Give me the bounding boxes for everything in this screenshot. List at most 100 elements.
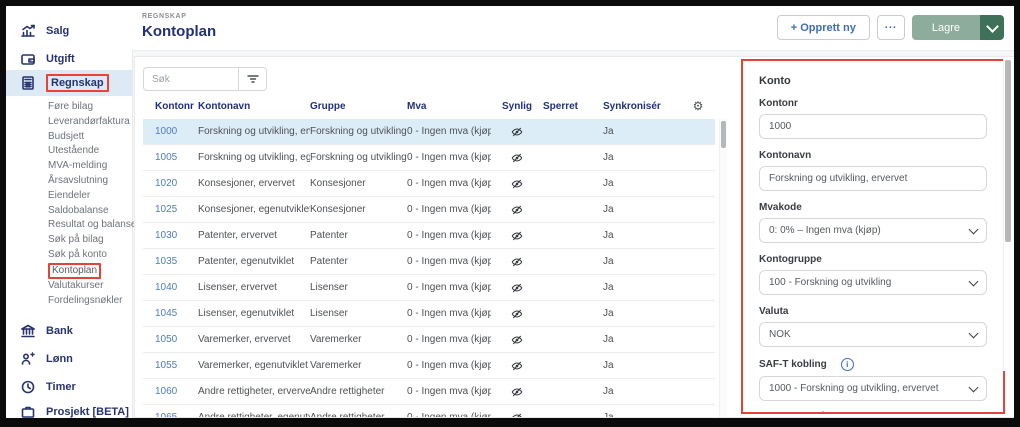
sidebar-subitem-valutakurser[interactable]: Valutakurser [48, 279, 104, 291]
sidebar-subitem-utest-ende[interactable]: Utestående [48, 145, 100, 157]
visibility-cell[interactable] [491, 204, 543, 216]
save-button[interactable]: Lagre [911, 15, 980, 40]
table-row[interactable]: 1005 Forskning og utvikling, egenuForskni… [143, 145, 715, 171]
sidebar-item-regnskap[interactable]: Regnskap [6, 70, 132, 96]
synchronized-cell: Ja [603, 230, 614, 241]
visibility-cell[interactable] [491, 230, 543, 242]
sidebar-item-label: Regnskap [46, 74, 109, 92]
eye-off-icon [511, 178, 523, 189]
select-kontogruppe[interactable]: 100 - Forskning og utvikling [759, 270, 987, 295]
account-name-cell: Patenter, ervervet [198, 230, 277, 241]
synchronized-cell: Ja [603, 152, 614, 163]
sidebar-subitem-fordelingsn-kler[interactable]: Fordelingsnøkler [48, 294, 123, 306]
sidebar-item-prosjekt[interactable]: Prosjekt [BETA] [6, 399, 132, 418]
filter-button[interactable] [238, 67, 267, 91]
info-icon[interactable]: i [840, 358, 854, 371]
accounts-table: Kontonr Kontonavn Gruppe Mva Synlig Sper… [143, 97, 715, 417]
search-input[interactable] [143, 67, 238, 91]
sidebar-subitem--rsavslutning[interactable]: Årsavslutning [48, 174, 109, 186]
account-number-link[interactable]: 1005 [155, 152, 178, 163]
select-valuta[interactable]: NOK [759, 322, 987, 347]
vat-cell: 0 - Ingen mva (kjøp) [407, 204, 491, 215]
table-row[interactable]: 1060 Andre rettigheter, ervervet Andre ret… [143, 379, 715, 405]
more-options-button[interactable]: ... [876, 15, 905, 40]
sidebar-item-utgift[interactable]: Utgift [6, 46, 132, 72]
app-window: Salg Utgift Regnskap Føre bilag Leverandø… [6, 6, 1014, 418]
sidebar-item-lonn[interactable]: Lønn [6, 346, 132, 372]
account-number-link[interactable]: 1020 [155, 178, 178, 189]
account-number-link[interactable]: 1060 [155, 386, 178, 397]
table-row[interactable]: 1035 Patenter, egenutviklet Patenter 0 - In… [143, 249, 715, 275]
visibility-cell[interactable] [491, 334, 543, 346]
table-row[interactable]: 1020 Konsesjoner, ervervet Konsesjoner 0 - … [143, 171, 715, 197]
column-header-gruppe[interactable]: Gruppe [310, 100, 346, 112]
visibility-cell[interactable] [491, 256, 543, 268]
sidebar-subitem-resultat-og-balanse[interactable]: Resultat og balanse [48, 219, 137, 231]
table-scrollbar-thumb[interactable] [721, 121, 726, 148]
vat-cell: 0 - Ingen mva (kjøp) [407, 386, 491, 397]
input-kontonr[interactable]: 1000 [759, 114, 987, 139]
visibility-cell[interactable] [491, 308, 543, 320]
sidebar-subitem-budsjett[interactable]: Budsjett [48, 130, 85, 142]
sidebar-item-label: Prosjekt [BETA] [46, 406, 129, 418]
sidebar-subitem-f-re-bilag[interactable]: Føre bilag [48, 101, 94, 112]
visibility-cell[interactable] [491, 178, 543, 190]
table-row[interactable]: 1045 Lisenser, egenutviklet Lisenser 0 - In… [143, 301, 715, 327]
table-scrollbar[interactable] [719, 119, 727, 417]
account-number-link[interactable]: 1030 [155, 230, 178, 241]
visibility-cell[interactable] [491, 360, 543, 372]
account-number-link[interactable]: 1035 [155, 256, 178, 267]
account-number-link[interactable]: 1050 [155, 334, 178, 345]
visibility-cell[interactable] [491, 386, 543, 398]
field-value: NOK [769, 329, 791, 340]
field-label-text: Valuta [759, 306, 789, 317]
account-number-link[interactable]: 1000 [155, 126, 178, 137]
sidebar-subitem-s-k-p-konto[interactable]: Søk på konto [48, 248, 107, 260]
visibility-cell[interactable] [491, 282, 543, 294]
table-settings-button[interactable]: ⚙ [685, 99, 711, 113]
select-mvakode[interactable]: 0: 0% – Ingen mva (kjøp) [759, 218, 987, 243]
account-number-link[interactable]: 1025 [155, 204, 178, 215]
sidebar-item-timer[interactable]: Timer [6, 374, 132, 400]
sidebar-subitem-mva-melding[interactable]: MVA-melding [48, 160, 108, 172]
column-header-sperret[interactable]: Sperret [543, 100, 579, 112]
account-name-cell: Andre rettigheter, ervervet [198, 386, 310, 397]
account-number-link[interactable]: 1040 [155, 282, 178, 293]
sidebar-item-bank[interactable]: Bank [6, 318, 132, 344]
column-header-mva[interactable]: Mva [407, 100, 427, 112]
table-search [143, 67, 267, 91]
create-new-button[interactable]: + Opprett ny [776, 15, 870, 40]
sidebar-subitem-saldobalanse[interactable]: Saldobalanse [48, 204, 109, 216]
account-number-link[interactable]: 1065 [143, 412, 198, 417]
column-header-synkronisert[interactable]: Synkronisér [603, 100, 661, 112]
sidebar-subitem-kontoplan[interactable]: Kontoplan [48, 262, 132, 279]
panel-scrollbar-thumb[interactable] [1005, 60, 1011, 242]
table-row[interactable]: 1055 Varemerker, egenutviklet Varemerker 0 … [143, 353, 715, 379]
visibility-cell[interactable] [491, 412, 543, 417]
visibility-cell[interactable] [491, 152, 543, 164]
table-row[interactable]: 1065Andre rettigheter, egenutvikAndre re… [143, 405, 715, 417]
column-header-synlig[interactable]: Synlig [501, 100, 532, 112]
synchronized-cell: Ja [603, 126, 614, 137]
sidebar-subitem-eiendeler[interactable]: Eiendeler [48, 189, 91, 201]
table-row[interactable]: 1050 Varemerker, ervervet Varemerker 0 - In… [143, 327, 715, 353]
sidebar-subitem-s-k-p-bilag[interactable]: Søk på bilag [48, 234, 104, 246]
field-label-text: Kontonr [759, 98, 798, 109]
column-header-kontonavn[interactable]: Kontonavn [198, 100, 251, 112]
sidebar-subitem-leverand-rfaktura[interactable]: Leverandørfaktura [48, 115, 130, 127]
column-header-kontonr[interactable]: Kontonr [155, 100, 194, 112]
table-row[interactable]: 1000 Forskning og utvikling, erverForskni… [143, 119, 715, 145]
table-row[interactable]: 1025 Konsesjoner, egenutviklet Konsesjoner… [143, 197, 715, 223]
save-dropdown-button[interactable] [980, 15, 1004, 40]
input-kontonavn[interactable]: Forskning og utvikling, ervervet [759, 166, 987, 191]
sidebar-item-salg[interactable]: Salg [6, 18, 132, 44]
visibility-cell[interactable] [491, 126, 543, 138]
account-number-link[interactable]: 1055 [155, 360, 178, 371]
account-number-link[interactable]: 1045 [155, 308, 178, 319]
group-cell: Konsesjoner [310, 204, 366, 215]
vat-cell: 0 - Ingen mva (kjøp) [407, 256, 491, 267]
table-row[interactable]: 1040 Lisenser, ervervet Lisenser 0 - Ingen … [143, 275, 715, 301]
table-row[interactable]: 1030 Patenter, ervervet Patenter 0 - Ingen … [143, 223, 715, 249]
select-saf-t-kobling[interactable]: 1000 - Forskning og utvikling, ervervet [759, 376, 987, 401]
panel-scrollbar[interactable] [1003, 57, 1012, 371]
